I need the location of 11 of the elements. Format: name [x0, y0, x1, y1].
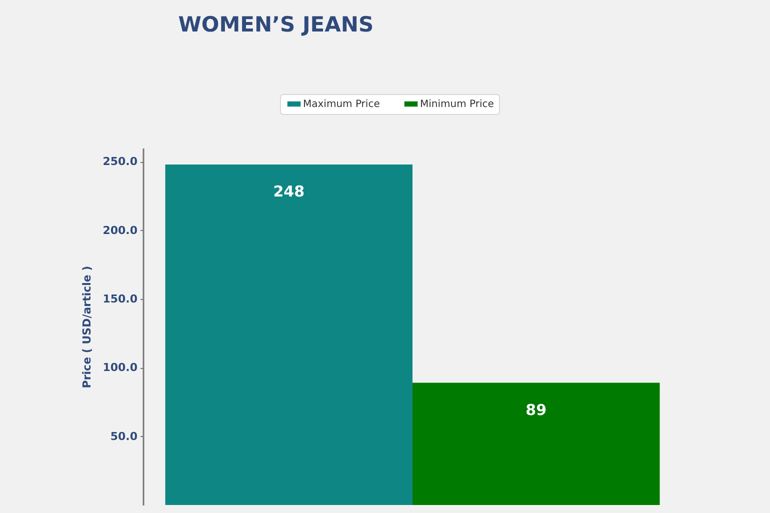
y-tick-label: 250.0: [102, 155, 138, 168]
legend-label: Maximum Price: [303, 99, 380, 110]
data-label: 89: [526, 400, 547, 419]
y-tick-label: 100.0: [102, 361, 138, 374]
chart-title: WOMEN’S JEANS: [178, 12, 374, 36]
y-axis-title: Price ( USD/article ): [80, 266, 94, 388]
y-tick-label: 150.0: [102, 292, 138, 306]
legend-label: Minimum Price: [420, 99, 494, 110]
data-label: 248: [273, 182, 305, 200]
y-tick-label: 50.0: [110, 430, 138, 443]
y-tick-label: 200.0: [102, 224, 138, 237]
